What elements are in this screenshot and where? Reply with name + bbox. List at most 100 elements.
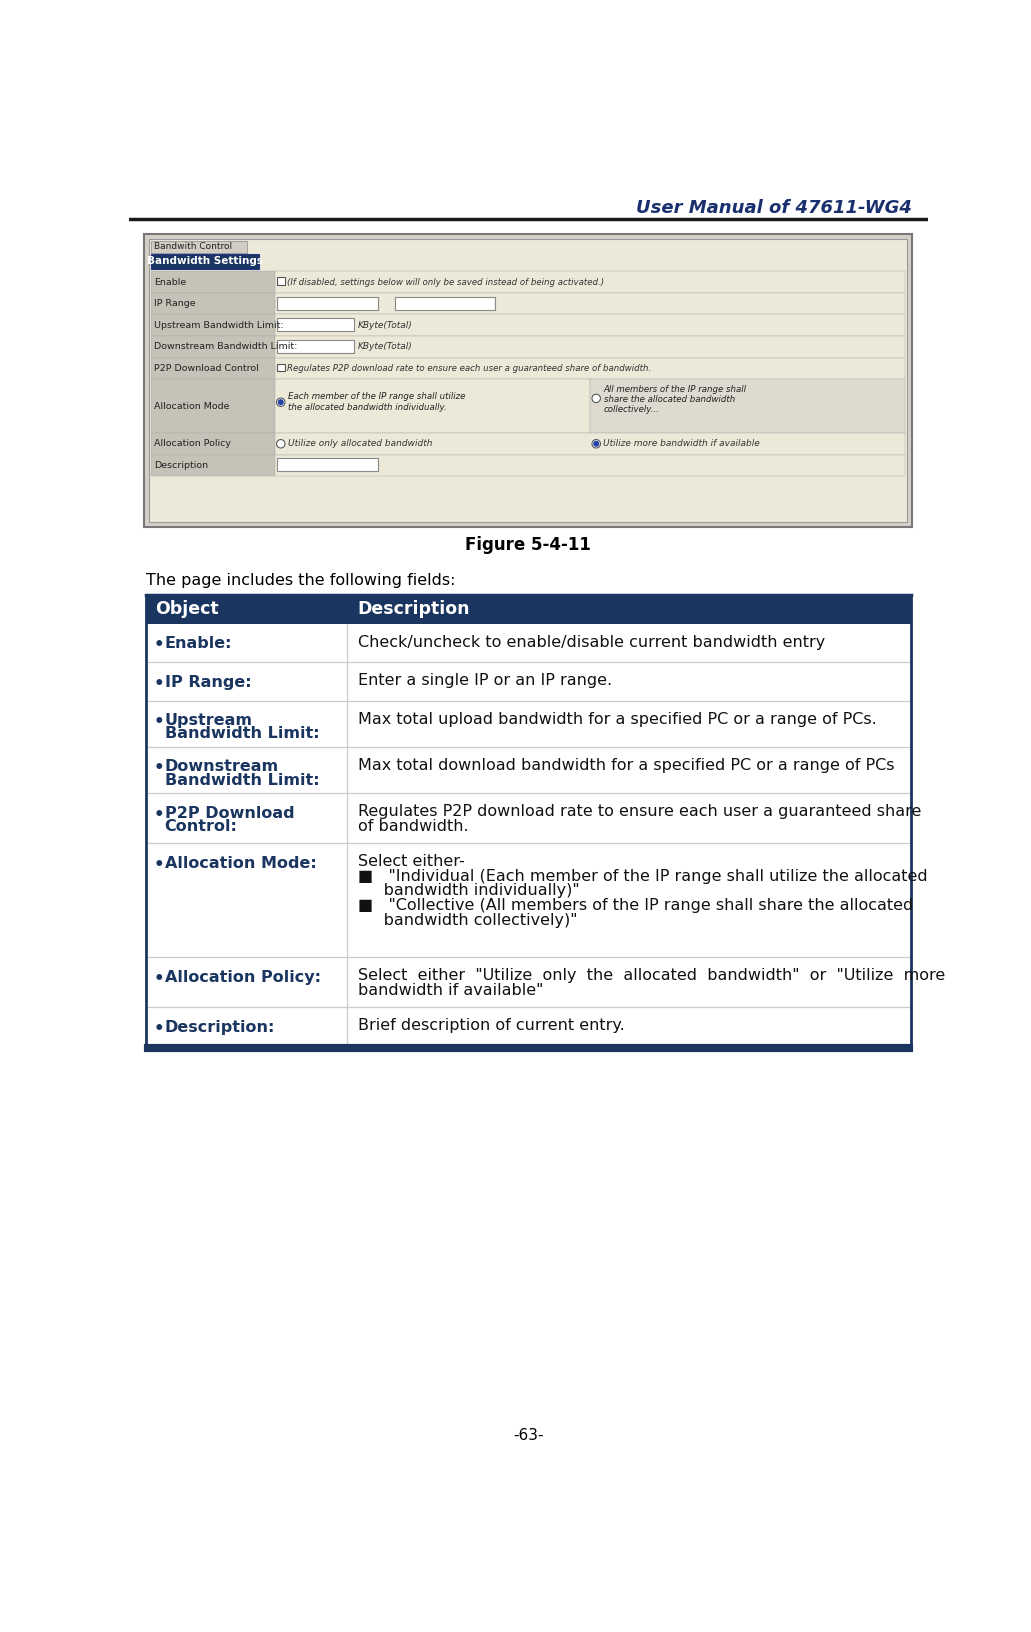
Text: Enable: Enable bbox=[155, 277, 187, 287]
Text: ■   "Individual (Each member of the IP range shall utilize the allocated: ■ "Individual (Each member of the IP ran… bbox=[358, 868, 927, 885]
Text: •: • bbox=[154, 806, 164, 824]
Text: •: • bbox=[154, 759, 164, 777]
Text: Description:: Description: bbox=[165, 1020, 275, 1035]
Text: Description: Description bbox=[155, 460, 208, 470]
Bar bbox=[144, 235, 911, 527]
Text: •: • bbox=[154, 713, 164, 731]
Text: Enable:: Enable: bbox=[165, 636, 232, 651]
Bar bbox=[277, 297, 377, 310]
Bar bbox=[151, 455, 274, 477]
Text: Downstream Bandwidth Limit:: Downstream Bandwidth Limit: bbox=[155, 343, 298, 351]
Bar bbox=[277, 318, 355, 331]
Bar bbox=[146, 747, 910, 793]
Bar bbox=[146, 594, 910, 623]
Text: •: • bbox=[154, 674, 164, 692]
Text: Utilize more bandwidth if available: Utilize more bandwidth if available bbox=[603, 439, 760, 449]
Bar bbox=[274, 271, 905, 292]
Text: Allocation Policy: Allocation Policy bbox=[155, 439, 231, 449]
Bar bbox=[274, 379, 590, 432]
Text: collectively...: collectively... bbox=[604, 405, 660, 413]
Text: IP Range:: IP Range: bbox=[165, 674, 252, 690]
Bar bbox=[590, 379, 905, 432]
Bar bbox=[151, 253, 259, 269]
Bar bbox=[274, 336, 905, 357]
Text: All members of the IP range shall: All members of the IP range shall bbox=[604, 385, 746, 393]
Text: -63-: -63- bbox=[512, 1428, 543, 1443]
Text: Figure 5-4-11: Figure 5-4-11 bbox=[465, 537, 591, 555]
Bar bbox=[151, 315, 274, 336]
Circle shape bbox=[592, 393, 600, 403]
Text: Brief description of current entry.: Brief description of current entry. bbox=[358, 1018, 624, 1033]
Bar bbox=[151, 336, 274, 357]
Text: KByte(Total): KByte(Total) bbox=[358, 343, 412, 351]
Bar bbox=[146, 702, 910, 747]
Text: •: • bbox=[154, 636, 164, 654]
Text: Allocation Mode: Allocation Mode bbox=[155, 401, 230, 411]
Bar bbox=[395, 297, 496, 310]
Text: Downstream: Downstream bbox=[165, 759, 278, 775]
Text: Max total download bandwidth for a specified PC or a range of PCs: Max total download bandwidth for a speci… bbox=[358, 757, 894, 774]
Text: Upstream: Upstream bbox=[165, 713, 253, 728]
Circle shape bbox=[278, 400, 284, 405]
Text: Regulates P2P download rate to ensure each user a guaranteed share of bandwidth.: Regulates P2P download rate to ensure ea… bbox=[287, 364, 652, 372]
Text: Select either-: Select either- bbox=[358, 854, 464, 870]
Bar bbox=[149, 238, 907, 522]
Text: Bandwidth Limit:: Bandwidth Limit: bbox=[165, 772, 320, 788]
Text: Enter a single IP or an IP range.: Enter a single IP or an IP range. bbox=[358, 674, 611, 689]
Bar bbox=[146, 623, 910, 663]
Text: Control:: Control: bbox=[165, 819, 237, 834]
Text: KByte(Total): KByte(Total) bbox=[358, 322, 412, 330]
Text: •: • bbox=[154, 1020, 164, 1038]
Text: bandwidth collectively)": bandwidth collectively)" bbox=[358, 912, 577, 927]
Text: share the allocated bandwidth: share the allocated bandwidth bbox=[604, 395, 735, 403]
Text: bandwidth if available": bandwidth if available" bbox=[358, 982, 543, 997]
Text: Bandwith Control: Bandwith Control bbox=[155, 242, 233, 251]
Text: Regulates P2P download rate to ensure each user a guaranteed share: Regulates P2P download rate to ensure ea… bbox=[358, 805, 921, 819]
Text: The page includes the following fields:: The page includes the following fields: bbox=[146, 573, 456, 588]
Text: P2P Download Control: P2P Download Control bbox=[155, 364, 259, 372]
Circle shape bbox=[592, 439, 600, 449]
Text: Each member of the IP range shall utilize: Each member of the IP range shall utiliz… bbox=[288, 392, 465, 401]
Bar bbox=[151, 240, 247, 253]
Circle shape bbox=[594, 442, 599, 446]
Bar bbox=[151, 357, 274, 379]
Bar bbox=[146, 958, 910, 1007]
Bar bbox=[146, 793, 910, 844]
Bar bbox=[277, 339, 355, 353]
Bar bbox=[151, 271, 274, 292]
Bar bbox=[146, 844, 910, 958]
Bar bbox=[274, 315, 905, 336]
Text: IP Range: IP Range bbox=[155, 299, 196, 308]
Bar bbox=[274, 292, 905, 315]
Bar bbox=[151, 379, 274, 432]
Text: ■   "Collective (All members of the IP range shall share the allocated: ■ "Collective (All members of the IP ran… bbox=[358, 898, 912, 912]
Bar bbox=[277, 459, 377, 472]
Bar bbox=[277, 277, 285, 286]
Bar bbox=[277, 364, 285, 372]
Text: Allocation Policy:: Allocation Policy: bbox=[165, 969, 321, 984]
Bar bbox=[274, 357, 905, 379]
Text: Max total upload bandwidth for a specified PC or a range of PCs.: Max total upload bandwidth for a specifi… bbox=[358, 712, 876, 726]
Text: Object: Object bbox=[156, 601, 219, 619]
Text: Utilize only allocated bandwidth: Utilize only allocated bandwidth bbox=[288, 439, 432, 449]
Text: Upstream Bandwidth Limit:: Upstream Bandwidth Limit: bbox=[155, 322, 285, 330]
Text: User Manual of 47611-WG4: User Manual of 47611-WG4 bbox=[636, 199, 911, 217]
Text: bandwidth individually)": bandwidth individually)" bbox=[358, 883, 579, 899]
Bar bbox=[146, 1007, 910, 1046]
Text: Description: Description bbox=[358, 601, 470, 619]
Text: •: • bbox=[154, 855, 164, 873]
Bar bbox=[151, 292, 274, 315]
Text: Bandwidth Settings: Bandwidth Settings bbox=[146, 256, 263, 266]
Bar bbox=[146, 663, 910, 702]
Text: Select  either  "Utilize  only  the  allocated  bandwidth"  or  "Utilize  more: Select either "Utilize only the allocate… bbox=[358, 968, 944, 982]
Text: Allocation Mode:: Allocation Mode: bbox=[165, 855, 317, 871]
Text: Check/uncheck to enable/disable current bandwidth entry: Check/uncheck to enable/disable current … bbox=[358, 635, 825, 650]
Bar bbox=[151, 432, 274, 455]
Bar bbox=[274, 432, 905, 455]
Text: (If disabled, settings below will only be saved instead of being activated.): (If disabled, settings below will only b… bbox=[287, 277, 604, 287]
Bar bbox=[274, 455, 905, 477]
Text: •: • bbox=[154, 969, 164, 987]
Text: of bandwidth.: of bandwidth. bbox=[358, 819, 468, 834]
Text: the allocated bandwidth individually.: the allocated bandwidth individually. bbox=[288, 403, 446, 413]
Text: Bandwidth Limit:: Bandwidth Limit: bbox=[165, 726, 320, 741]
